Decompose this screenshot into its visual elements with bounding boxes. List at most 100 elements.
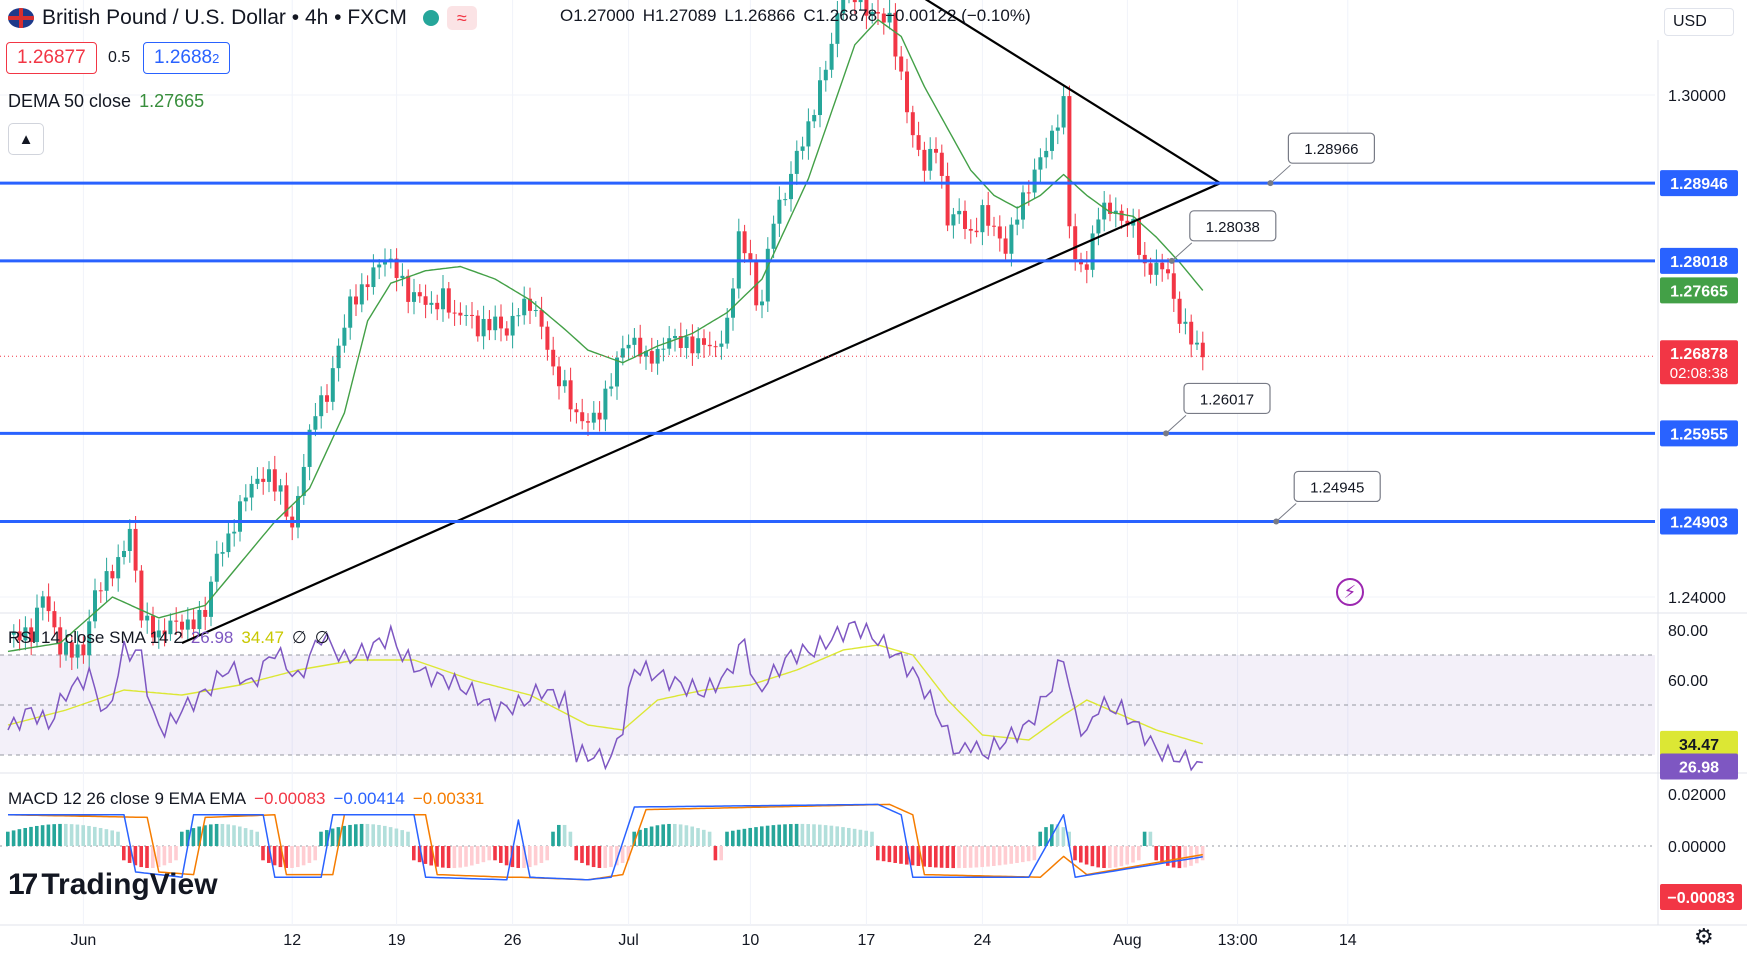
candle [394, 248, 399, 292]
candle-body [916, 135, 921, 150]
lightning-icon[interactable]: ⚡ [1336, 578, 1364, 606]
candle-body [11, 631, 16, 635]
candle [852, 0, 857, 14]
rsi-sma-value: 34.47 [241, 628, 284, 647]
macd-histogram-bar [191, 828, 196, 846]
time-tick-label: 24 [974, 932, 992, 949]
macd-histogram-bar [81, 825, 85, 846]
macd-legend[interactable]: MACD 12 26 close 9 EMA EMA −0.00083 −0.0… [8, 789, 484, 809]
candle-body [905, 71, 909, 113]
candle [528, 287, 532, 325]
macd-histogram-bar [963, 846, 967, 868]
candle [87, 609, 92, 669]
candle [812, 109, 817, 129]
macd-histogram-bar [968, 846, 973, 868]
callout-pointer [1171, 242, 1193, 262]
candle-body [17, 631, 22, 641]
symbol-header[interactable]: British Pound / U.S. Dollar • 4h • FXCM … [8, 4, 477, 32]
callout-price-label: 1.24945 [1310, 479, 1364, 496]
candle [644, 345, 648, 370]
candle-body [591, 412, 596, 423]
candle-body [127, 528, 132, 552]
level-axis-label: 1.25955 [1670, 426, 1728, 443]
candle-body [806, 121, 811, 147]
candle-body [220, 552, 225, 554]
candle [1183, 308, 1188, 335]
wave-icon[interactable]: ≈ [446, 6, 477, 30]
candle-body [81, 644, 86, 656]
candle [1200, 331, 1205, 371]
candle [719, 330, 724, 360]
candle-body [870, 12, 875, 16]
candle [325, 384, 329, 414]
candle [412, 278, 416, 315]
macd-histogram-bar [765, 825, 770, 846]
macd-histogram-bar [313, 846, 317, 861]
dema-legend[interactable]: DEMA 50 close 1.27665 [8, 91, 204, 112]
sell-price-button[interactable]: 1.26877 [6, 42, 97, 74]
candle-body [1189, 321, 1194, 345]
last-price-axis-box [1660, 340, 1738, 385]
candle-body [516, 315, 521, 317]
macd-histogram-bar [226, 824, 230, 846]
candle [452, 299, 457, 326]
macd-hist-value: −0.00083 [254, 789, 326, 808]
macd-histogram-bar [997, 846, 1002, 866]
candle-body [423, 296, 428, 305]
candle [35, 594, 39, 648]
candle-body [568, 380, 573, 410]
candle-body [394, 258, 399, 278]
horizontal-levels[interactable]: 1.28966 1.28038 1.26017 1.24945 [0, 132, 1655, 525]
macd-histogram-bar [133, 846, 138, 866]
macd-histogram-bar [858, 829, 863, 846]
candle-body [974, 230, 979, 233]
tradingview-logo[interactable]: 17 TradingView [8, 868, 218, 902]
macd-histogram-bar [371, 824, 375, 846]
candle-body [174, 620, 179, 622]
candle-body [458, 312, 463, 316]
candle-body [876, 12, 880, 14]
dema-line [7, 19, 1204, 653]
macd-histogram-bar [736, 829, 741, 846]
macd-histogram-bar [168, 846, 172, 863]
macd-histogram-bar [139, 846, 143, 868]
callout-pointer [1270, 164, 1291, 184]
candle-body [464, 314, 469, 316]
macd-histogram-bar [1038, 831, 1042, 846]
candle-body [1073, 226, 1078, 260]
macd-histogram-bar [847, 827, 851, 846]
candle [458, 302, 463, 325]
callout-anchor-dot [1267, 180, 1274, 187]
candle [748, 239, 753, 276]
symbol-title[interactable]: British Pound / U.S. Dollar • 4h • FXCM [42, 6, 407, 29]
candle-body [992, 225, 996, 227]
macd-histogram-bar [429, 846, 433, 866]
macd-histogram-bar [1015, 846, 1019, 863]
macd-histogram-bar [232, 825, 236, 846]
candle [301, 453, 306, 505]
candle-body [603, 388, 608, 420]
candle [504, 321, 509, 341]
rsi-legend[interactable]: RSI 14 close SMA 14 2 26.98 34.47 ∅ ∅ [8, 628, 330, 648]
currency-selector[interactable]: USD [1664, 8, 1734, 36]
settings-gear-icon[interactable]: ⚙ [1694, 924, 1714, 949]
macd-histogram-bar [806, 824, 810, 846]
candle-body [719, 343, 724, 347]
macd-histogram-bar [499, 846, 503, 863]
candle [46, 583, 51, 622]
candle-body [649, 351, 654, 364]
macd-histogram-bar [238, 826, 242, 846]
candle-body [249, 483, 254, 498]
macd-histogram-bar [829, 825, 834, 846]
candle-body [533, 310, 538, 312]
ask-fraction: 2 [212, 50, 220, 66]
time-tick-label: Jul [618, 932, 638, 949]
candle [678, 322, 683, 357]
macd-histogram-bar [655, 825, 660, 846]
macd-histogram-bar [46, 824, 51, 846]
collapse-legend-button[interactable]: ▲ [8, 123, 44, 155]
level-axis-label: 1.24903 [1670, 514, 1728, 531]
buy-price-button[interactable]: 1.2688 2 [143, 42, 231, 74]
candle [64, 629, 68, 661]
